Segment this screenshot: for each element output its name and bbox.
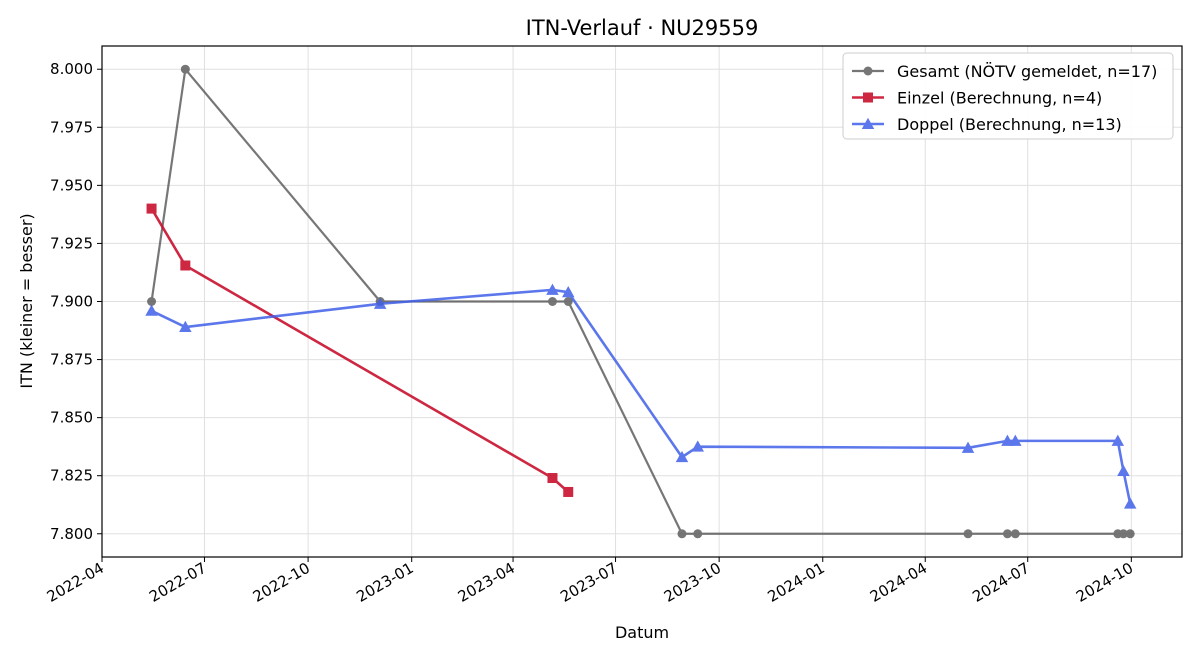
x-axis-label: Datum <box>615 623 669 642</box>
data-point <box>1123 497 1137 509</box>
data-point <box>1010 529 1020 539</box>
data-point <box>675 450 689 463</box>
legend-label: Einzel (Berechnung, n=4) <box>897 89 1102 108</box>
data-point <box>563 297 573 306</box>
data-point <box>147 297 157 306</box>
y-tick-label: 7.900 <box>50 293 93 311</box>
y-tick-label: 7.925 <box>50 234 93 252</box>
data-point <box>180 64 190 74</box>
data-point <box>1002 529 1012 539</box>
data-point <box>546 283 559 295</box>
data-point <box>561 285 575 298</box>
y-tick-label: 7.950 <box>50 176 93 194</box>
data-point <box>1125 529 1135 539</box>
data-point <box>961 441 975 453</box>
legend-label: Doppel (Berechnung, n=13) <box>897 115 1122 134</box>
data-point <box>547 473 558 484</box>
legend-entry <box>852 92 884 103</box>
data-point <box>180 260 191 271</box>
x-tick-label: 2022-07 <box>146 559 209 606</box>
legend-marker <box>861 117 875 129</box>
legend-entry <box>852 117 884 129</box>
data-point <box>1117 464 1130 477</box>
x-tick-label: 2023-07 <box>557 559 620 606</box>
data-point <box>145 304 158 316</box>
y-tick-label: 7.875 <box>50 351 93 369</box>
x-tick-label: 2023-01 <box>353 559 416 606</box>
data-point <box>1111 434 1125 446</box>
legend-marker <box>863 66 873 76</box>
legend-label: Gesamt (NÖTV gemeldet, n=17) <box>897 62 1157 81</box>
series-2 <box>146 203 574 497</box>
x-tick-label: 2024-01 <box>764 559 827 606</box>
data-point <box>1009 434 1022 446</box>
y-axis-ticks: 7.800 7.825 7.850 7.875 7.900 7.925 7.950 7.975… <box>50 60 102 543</box>
series-layer <box>145 64 1137 539</box>
y-tick-label: 7.825 <box>50 467 93 485</box>
data-point <box>677 529 687 539</box>
data-point <box>179 320 192 333</box>
series-line <box>150 207 570 493</box>
x-tick-label: 2024-07 <box>969 559 1032 606</box>
data-point <box>1001 434 1014 446</box>
series-line <box>150 288 1132 504</box>
data-point <box>1118 529 1128 539</box>
series-3 <box>145 283 1137 509</box>
y-tick-label: 7.975 <box>50 118 93 136</box>
data-point <box>146 203 157 214</box>
y-axis-label: ITN (kleiner = besser) <box>17 213 36 388</box>
y-tick-label: 7.800 <box>50 525 93 543</box>
data-point <box>963 529 973 539</box>
x-tick-label: 2024-04 <box>867 559 930 606</box>
legend-entry <box>852 66 884 76</box>
x-tick-label: 2023-04 <box>455 559 518 606</box>
legend-marker <box>863 92 873 103</box>
x-tick-label: 2024-10 <box>1073 559 1136 606</box>
legend: Gesamt (NÖTV gemeldet, n=17) Einzel (Bere… <box>842 52 1174 140</box>
x-axis-ticks: 2022-04 2022-07 2022-10 2023-01 2023-04 2023-… <box>44 557 1136 606</box>
chart-title: ITN-Verlauf · NU29559 <box>526 16 759 40</box>
data-point <box>373 297 387 309</box>
data-point <box>693 529 703 539</box>
y-tick-label: 7.850 <box>50 409 93 427</box>
x-tick-label: 2023-10 <box>661 559 724 606</box>
y-tick-label: 8.000 <box>50 60 93 78</box>
x-tick-label: 2022-10 <box>250 559 313 606</box>
data-point <box>691 440 704 452</box>
x-tick-label: 2022-04 <box>44 559 107 606</box>
data-point <box>547 297 557 306</box>
plot-frame <box>101 45 1183 558</box>
data-point <box>563 486 574 497</box>
legend-box <box>842 52 1174 140</box>
